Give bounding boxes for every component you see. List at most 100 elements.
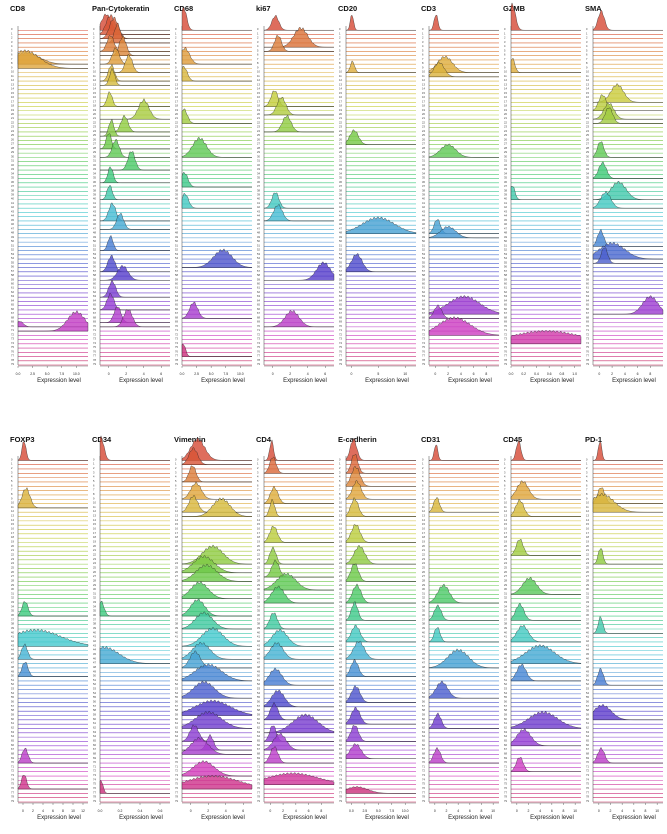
cluster-label: 69 — [175, 756, 178, 760]
density-ridge — [181, 193, 253, 209]
cluster-label: 19 — [504, 108, 507, 112]
density-ridge — [181, 6, 253, 31]
x-tick-label: 8 — [62, 809, 64, 813]
cluster-label: 22 — [339, 552, 342, 556]
x-axis-label: Expression level — [530, 815, 574, 821]
cluster-label: 79 — [11, 799, 14, 803]
cluster-label: 36 — [257, 613, 260, 617]
cluster-label: 35 — [586, 609, 589, 613]
cluster-label: 29 — [175, 583, 178, 587]
cluster-label: 42 — [93, 205, 96, 209]
cluster-label: 70 — [586, 324, 589, 328]
cluster-label: 60 — [422, 717, 425, 721]
cluster-label: 29 — [93, 583, 96, 587]
cluster-label: 43 — [11, 209, 14, 213]
cluster-label: 0 — [11, 457, 13, 461]
cluster-label: 76 — [93, 349, 96, 353]
panel-title: CD4 — [256, 435, 272, 444]
cluster-label: 32 — [257, 163, 260, 167]
cluster-label: 21 — [175, 548, 178, 552]
cluster-label: 29 — [11, 583, 14, 587]
cluster-label: 71 — [422, 328, 425, 332]
cluster-label: 42 — [175, 205, 178, 209]
cluster-label: 63 — [11, 730, 14, 734]
cluster-label: 34 — [586, 604, 589, 608]
cluster-label: 51 — [93, 243, 96, 247]
cluster-label: 49 — [339, 235, 342, 239]
cluster-label: 61 — [504, 721, 507, 725]
cluster-label: 23 — [504, 557, 507, 561]
cluster-label: 10 — [11, 501, 14, 505]
cluster-label: 40 — [504, 197, 507, 201]
cluster-label: 36 — [257, 180, 260, 184]
x-tick-label: 6 — [473, 372, 475, 376]
x-tick-label: 5.0 — [376, 809, 381, 813]
cluster-label: 73 — [339, 337, 342, 341]
cluster-label: 65 — [586, 738, 589, 742]
cluster-label: 6 — [504, 483, 506, 487]
cluster-label: 43 — [586, 643, 589, 647]
density-ridge — [510, 644, 582, 664]
density-ridge — [181, 611, 252, 630]
cluster-label: 46 — [11, 656, 14, 660]
cluster-label: 8 — [11, 492, 13, 496]
cluster-label: 67 — [175, 747, 178, 751]
cluster-label: 14 — [422, 518, 425, 522]
cluster-label: 18 — [93, 104, 96, 108]
cluster-label: 23 — [175, 125, 178, 129]
cluster-label: 17 — [11, 531, 14, 535]
cluster-label: 79 — [504, 362, 507, 366]
cluster-label: 77 — [93, 790, 96, 794]
cluster-label: 35 — [504, 609, 507, 613]
cluster-label: 21 — [93, 116, 96, 120]
cluster-label: 58 — [422, 273, 425, 277]
cluster-label: 45 — [93, 218, 96, 222]
cluster-label: 3 — [257, 40, 259, 44]
cluster-label: 16 — [422, 95, 425, 99]
cluster-label: 69 — [257, 756, 260, 760]
cluster-label: 3 — [93, 470, 95, 474]
cluster-label: 61 — [586, 721, 589, 725]
cluster-label: 78 — [422, 358, 425, 362]
cluster-label: 9 — [11, 65, 13, 69]
cluster-label: 30 — [422, 587, 425, 591]
cluster-label: 79 — [422, 362, 425, 366]
cluster-label: 41 — [422, 635, 425, 639]
cluster-label: 14 — [175, 87, 178, 91]
cluster-label: 58 — [257, 708, 260, 712]
density-ridge — [17, 441, 89, 461]
cluster-label: 55 — [339, 260, 342, 264]
cluster-label: 70 — [93, 760, 96, 764]
cluster-label: 31 — [93, 159, 96, 163]
cluster-label: 14 — [11, 87, 14, 91]
cluster-label: 2 — [175, 36, 177, 40]
cluster-label: 69 — [93, 756, 96, 760]
cluster-label: 36 — [339, 180, 342, 184]
cluster-label: 44 — [175, 648, 178, 652]
cluster-label: 79 — [422, 799, 425, 803]
cluster-label: 40 — [339, 197, 342, 201]
cluster-label: 1 — [11, 31, 13, 35]
cluster-label: 69 — [175, 320, 178, 324]
cluster-label: 17 — [11, 99, 14, 103]
cluster-label: 46 — [175, 656, 178, 660]
cluster-label: 39 — [257, 626, 260, 630]
panel-pd-1: PD-1012345678910111213141516171819202122… — [585, 435, 664, 821]
density-ridge — [181, 774, 253, 790]
cluster-label: 29 — [504, 150, 507, 154]
cluster-label: 71 — [257, 328, 260, 332]
cluster-label: 35 — [586, 176, 589, 180]
density-ridge — [510, 480, 581, 500]
cluster-label: 14 — [504, 87, 507, 91]
cluster-label: 33 — [339, 600, 342, 604]
cluster-label: 35 — [339, 609, 342, 613]
cluster-label: 47 — [586, 226, 589, 230]
cluster-label: 63 — [11, 294, 14, 298]
x-tick-label: 6 — [308, 809, 310, 813]
cluster-label: 7 — [93, 488, 95, 492]
x-axis-label: Expression level — [448, 378, 492, 384]
cluster-label: 0 — [422, 27, 424, 31]
cluster-label: 35 — [11, 176, 14, 180]
cluster-label: 63 — [504, 730, 507, 734]
cluster-label: 0 — [504, 457, 506, 461]
